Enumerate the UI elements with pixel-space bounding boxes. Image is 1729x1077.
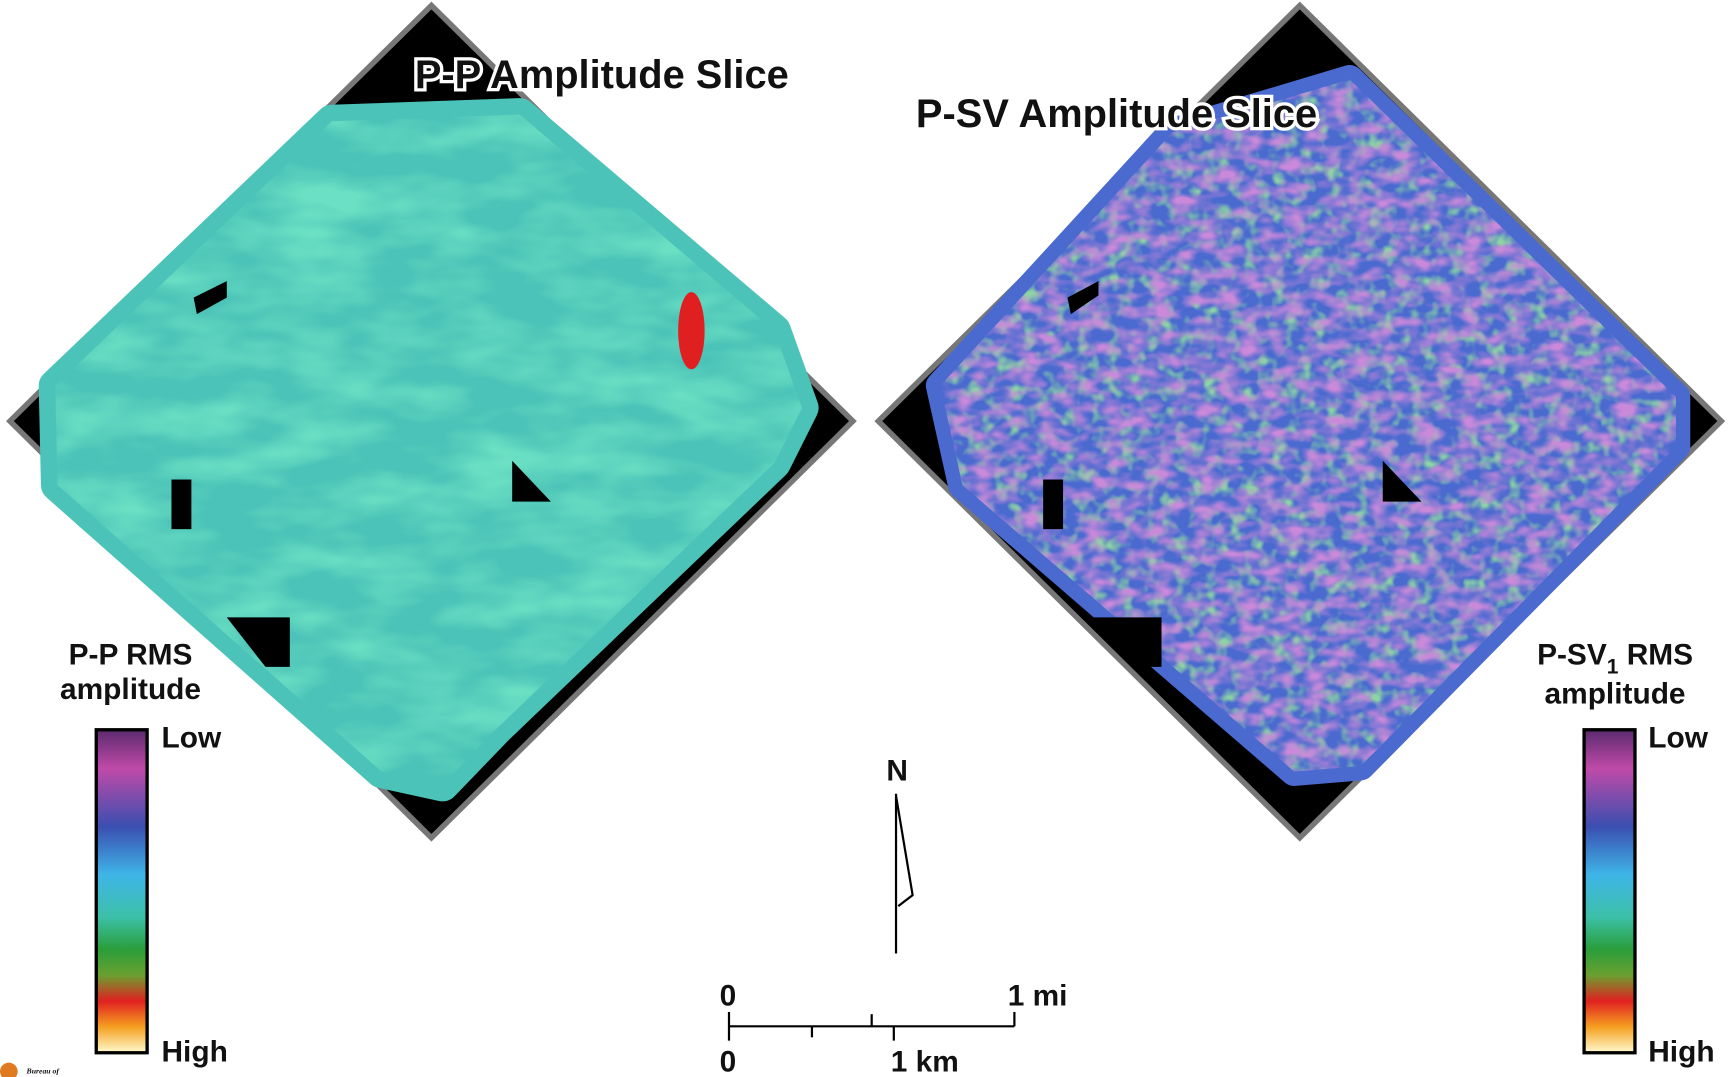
pp-map (10, 6, 853, 838)
scale-label: 0 (720, 1046, 737, 1077)
legend-low: Low (1648, 721, 1709, 754)
legend-title: amplitude (1545, 677, 1686, 710)
logo-text: Bureau of (26, 1067, 61, 1076)
north-arrow (896, 794, 913, 954)
north-label: N (886, 755, 908, 788)
logo-mark (0, 1063, 18, 1077)
scale-label: 1 km (891, 1046, 959, 1077)
figure: P-P Amplitude Slice P-SV Amplitude Slice… (0, 0, 1729, 1077)
legend-high: High (1648, 1036, 1714, 1069)
scale-label: 0 (720, 979, 737, 1012)
legend-high: High (162, 1036, 228, 1069)
colorbar (96, 730, 147, 1053)
scale-bar (729, 1012, 1014, 1041)
legend-title: P-SV1 RMS (1537, 639, 1693, 679)
panel-title: P-SV Amplitude Slice (916, 92, 1317, 136)
panel-title: P-P Amplitude Slice (415, 53, 789, 97)
legend-low: Low (162, 721, 223, 754)
colorbar (1584, 730, 1635, 1053)
scale-label: 1 mi (1008, 979, 1068, 1012)
legend-title: P-P RMS (69, 639, 193, 672)
legend-title: amplitude (60, 673, 201, 706)
